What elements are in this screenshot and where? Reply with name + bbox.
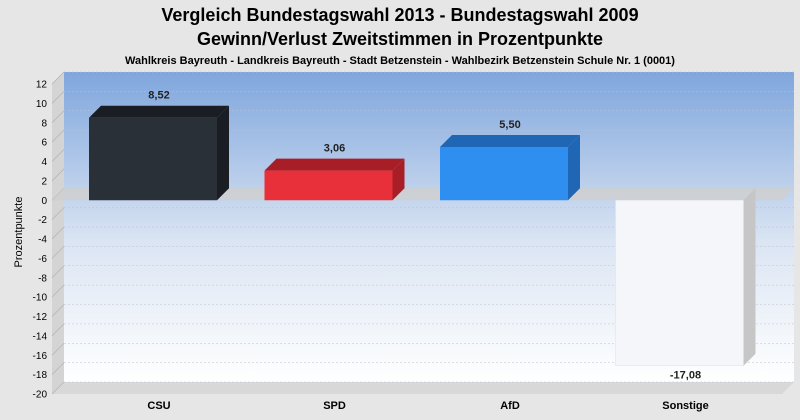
value-label: 5,50	[499, 119, 520, 131]
bar-top	[264, 158, 405, 171]
bar-top	[440, 134, 580, 147]
grid-line-side	[51, 265, 65, 278]
grid-line-side	[51, 362, 65, 375]
chart-subtitle: Wahlkreis Bayreuth - Landkreis Bayreuth …	[125, 55, 675, 67]
y-tick-label: -8	[38, 273, 47, 284]
chart-title: Vergleich Bundestagswahl 2013 - Bundesta…	[161, 5, 638, 25]
bar-side	[743, 188, 756, 366]
grid-line-side	[51, 304, 65, 317]
bar-front	[264, 170, 393, 201]
y-tick-label: -18	[33, 370, 48, 381]
grid-line-side	[51, 168, 65, 182]
bar-sonstige	[615, 188, 756, 366]
y-tick-label: 8	[41, 118, 47, 129]
bar-front	[440, 146, 568, 201]
y-tick-label: -10	[33, 293, 48, 304]
grid-line-side	[51, 226, 65, 240]
y-tick-label: -2	[38, 215, 47, 226]
y-tick-label: 6	[41, 138, 47, 149]
bar-side	[568, 134, 580, 201]
grid-line-side	[51, 246, 65, 259]
grid-line-side	[51, 129, 65, 143]
grid-line-side	[51, 71, 65, 85]
y-tick-label: -12	[33, 312, 48, 323]
bar-spd	[264, 158, 405, 201]
bars	[89, 105, 756, 366]
category-label: AfD	[500, 400, 520, 412]
bar-afd	[440, 134, 580, 201]
value-label: 8,52	[148, 90, 169, 102]
value-label: 3,06	[324, 143, 345, 155]
y-tick-label: -16	[33, 351, 48, 362]
y-tick-label: 0	[41, 196, 47, 207]
value-labels: 8,52 3,06 5,50 -17,08	[148, 90, 701, 382]
y-tick-label: 2	[41, 176, 47, 187]
bar-front	[89, 117, 217, 201]
chart-title-2: Gewinn/Verlust Zweitstimmen in Prozentpu…	[197, 29, 603, 49]
y-tick-label: -6	[38, 254, 47, 265]
plot-floor	[52, 382, 794, 394]
value-label: -17,08	[670, 370, 701, 382]
category-label: SPD	[323, 400, 346, 412]
y-axis-ticks: 12 10 8 6 4 2 0 -2 -4 -6 -8 -10 -12 -14 -16 -18 -20	[33, 80, 48, 401]
bar-front	[615, 200, 744, 366]
grid-line-side	[51, 149, 65, 162]
y-tick-label: -4	[38, 235, 47, 246]
category-label: CSU	[147, 400, 170, 412]
grid-line-side	[51, 91, 65, 104]
grid-line-side	[51, 343, 65, 356]
grid-lines	[51, 71, 794, 395]
grid-line-side	[51, 207, 65, 220]
bar-side	[392, 158, 405, 201]
y-tick-label: 4	[41, 157, 47, 168]
x-axis-categories: CSU SPD AfD Sonstige	[147, 400, 708, 412]
category-label: Sonstige	[662, 400, 708, 412]
grid-line-side	[51, 284, 65, 298]
zero-plane	[52, 188, 794, 201]
grid-line-side	[51, 110, 65, 123]
y-tick-label: -14	[33, 331, 48, 342]
y-tick-label: 10	[36, 99, 48, 110]
bar-top	[89, 105, 229, 118]
grid-line-side	[51, 323, 65, 337]
bar-csu	[89, 105, 229, 201]
bar-side	[217, 105, 229, 201]
y-tick-label: -20	[33, 390, 48, 401]
y-axis-label: Prozentpunkte	[13, 197, 25, 268]
grid-line-side	[51, 381, 65, 395]
y-tick-label: 12	[36, 80, 48, 91]
